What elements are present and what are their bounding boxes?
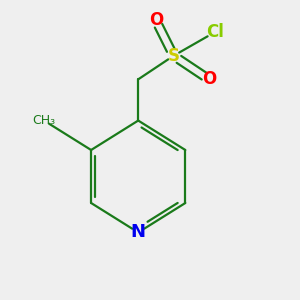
Text: O: O [149,11,163,29]
Text: N: N [131,224,146,242]
Text: O: O [202,70,216,88]
Text: CH₃: CH₃ [32,114,56,127]
Text: Cl: Cl [206,23,224,41]
Text: S: S [168,47,180,65]
